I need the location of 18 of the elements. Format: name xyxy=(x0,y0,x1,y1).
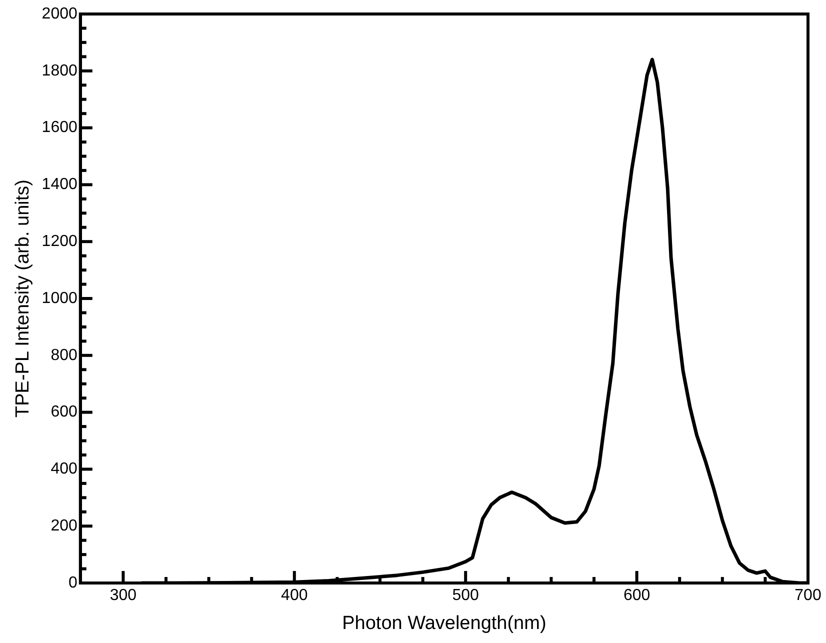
y-tick-label: 1600 xyxy=(42,119,78,136)
y-tick-label: 2000 xyxy=(42,5,78,22)
y-tick-label: 1200 xyxy=(42,233,78,250)
y-tick-label: 600 xyxy=(50,404,78,421)
x-tick-label: 700 xyxy=(794,587,822,604)
x-tick-label: 400 xyxy=(281,587,308,604)
y-tick-label: 400 xyxy=(50,460,78,478)
y-tick-label: 0 xyxy=(68,574,78,592)
x-axis-title: Photon Wavelength(nm) xyxy=(342,612,546,634)
y-axis-title: TPE-PL Intensity (arb. units) xyxy=(12,180,34,418)
y-tick-label: 1400 xyxy=(42,176,78,194)
y-tick-label: 1800 xyxy=(42,62,78,80)
y-tick-label: 1000 xyxy=(42,290,78,307)
x-tick-label: 500 xyxy=(452,587,480,604)
x-tick-label: 300 xyxy=(110,587,137,604)
y-tick-label: 200 xyxy=(50,518,78,535)
x-tick-label: 600 xyxy=(623,587,650,604)
y-tick-label: 800 xyxy=(50,346,78,364)
